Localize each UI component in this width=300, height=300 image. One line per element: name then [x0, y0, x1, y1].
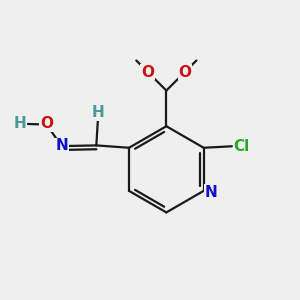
Text: O: O: [141, 64, 154, 80]
Text: H: H: [13, 116, 26, 131]
Text: Cl: Cl: [233, 139, 250, 154]
Text: N: N: [205, 185, 218, 200]
Text: N: N: [55, 139, 68, 154]
Text: H: H: [92, 105, 104, 120]
Text: O: O: [40, 116, 53, 131]
Text: O: O: [178, 64, 192, 80]
